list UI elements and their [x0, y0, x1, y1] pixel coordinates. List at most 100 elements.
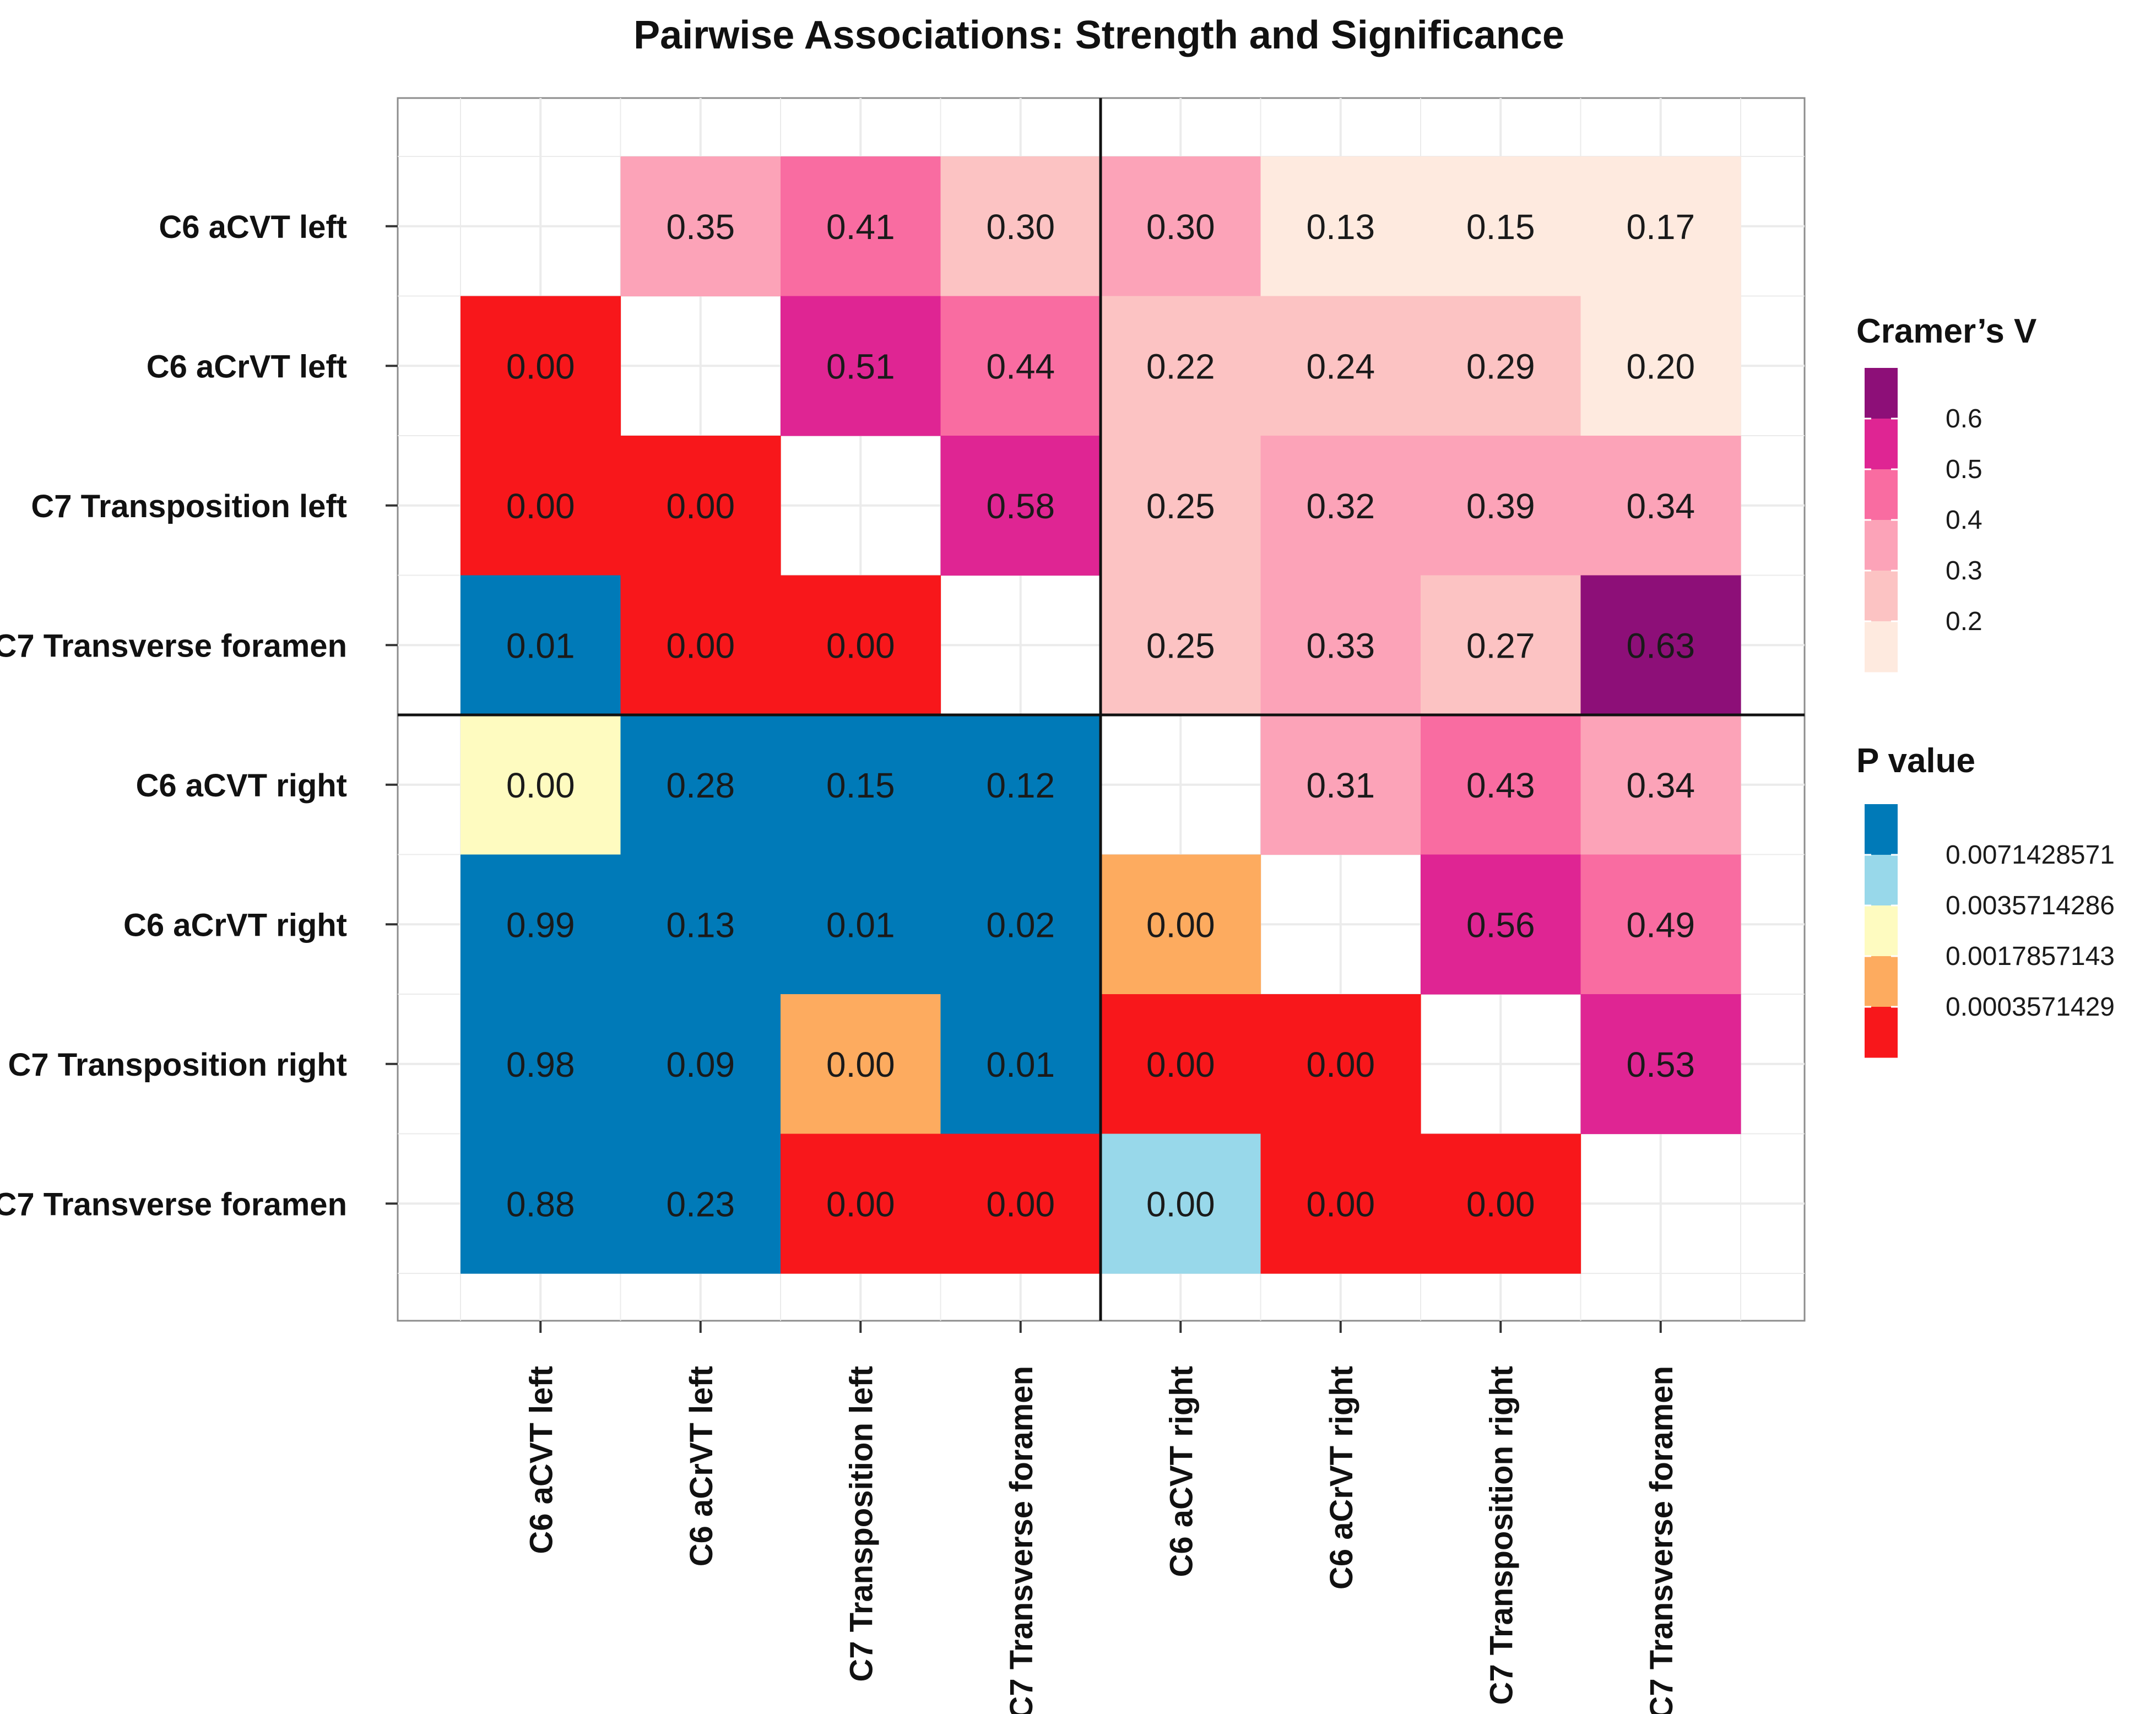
heatmap-cell — [1421, 1133, 1581, 1274]
x-tick-label: C6 aCVT left — [523, 1366, 559, 1554]
cell-label: 0.31 — [1306, 766, 1375, 805]
legend-label: 0.5 — [1946, 455, 1982, 484]
cell-label: 0.00 — [1146, 1184, 1215, 1224]
legend-label: 0.2 — [1946, 607, 1982, 636]
cell-label: 0.00 — [666, 626, 735, 665]
cell-label: 0.30 — [1146, 207, 1215, 247]
legend-swatch — [1865, 1007, 1898, 1058]
x-tick-label: C7 Transverse foramen — [1644, 1366, 1680, 1714]
heatmap-cell — [1101, 296, 1261, 436]
legend-swatch — [1865, 520, 1898, 571]
cell-label: 0.25 — [1146, 486, 1215, 526]
cell-label: 0.30 — [986, 207, 1055, 247]
y-tick-label: C7 Transverse foramen — [0, 628, 347, 664]
heatmap-cell — [940, 994, 1101, 1135]
cell-label: 0.44 — [986, 346, 1055, 386]
cell-label: 0.53 — [1626, 1045, 1695, 1084]
heatmap-cell — [461, 436, 621, 576]
heatmap-cell — [1101, 575, 1261, 715]
cell-label: 0.49 — [1626, 905, 1695, 945]
cell-label: 0.00 — [506, 486, 575, 526]
heatmap-cell — [461, 994, 621, 1135]
heatmap-cell — [781, 715, 941, 855]
cell-label: 0.63 — [1626, 626, 1695, 665]
heatmap-cell — [461, 854, 621, 995]
x-tick-label: C6 aCrVT left — [684, 1366, 719, 1566]
heatmap-cell — [620, 715, 781, 855]
heatmap-cell — [461, 296, 621, 436]
cell-label: 0.24 — [1306, 346, 1375, 386]
heatmap-cell — [1260, 575, 1421, 715]
heatmap-cell — [940, 1133, 1101, 1274]
cell-label: 0.51 — [826, 346, 895, 386]
cell-label: 0.58 — [986, 486, 1055, 526]
heatmap-cell — [940, 715, 1101, 855]
legend-label: 0.0003571429 — [1946, 992, 2115, 1022]
cell-label: 0.00 — [1306, 1045, 1375, 1084]
cell-label: 0.00 — [826, 626, 895, 665]
x-tick-label: C7 Transposition left — [843, 1366, 879, 1682]
legend-swatch — [1865, 956, 1898, 1007]
cell-label: 0.13 — [1306, 207, 1375, 247]
legend-swatch — [1865, 804, 1898, 855]
x-tick-label: C6 aCrVT right — [1324, 1366, 1359, 1590]
legend-title: Cramer’s V — [1856, 312, 2036, 350]
y-tick-label: C6 aCrVT left — [147, 349, 347, 384]
heatmap-cell — [1421, 854, 1581, 995]
cell-label: 0.22 — [1146, 346, 1215, 386]
legend-swatch — [1865, 469, 1898, 520]
cell-label: 0.33 — [1306, 626, 1375, 665]
cell-label: 0.13 — [666, 905, 735, 945]
heatmap-cell — [1260, 715, 1421, 855]
heatmap-cell — [781, 296, 941, 436]
y-tick-label: C6 aCrVT right — [123, 907, 347, 943]
cell-label: 0.01 — [506, 626, 575, 665]
y-tick-label: C7 Transverse foramen — [0, 1186, 347, 1222]
legend-title: P value — [1856, 742, 1975, 780]
cell-label: 0.35 — [666, 207, 735, 247]
heatmap-cell — [620, 156, 781, 297]
heatmap-cell — [1580, 156, 1741, 297]
cell-label: 0.23 — [666, 1184, 735, 1224]
cell-label: 0.12 — [986, 766, 1055, 805]
cell-label: 0.09 — [666, 1045, 735, 1084]
heatmap-cell — [461, 575, 621, 715]
legend-label: 0.0071428571 — [1946, 840, 2115, 870]
x-tick-label: C6 aCVT right — [1163, 1366, 1199, 1577]
cell-label: 0.00 — [1306, 1184, 1375, 1224]
heatmap-cell — [1260, 1133, 1421, 1274]
legend-swatch — [1865, 621, 1898, 672]
heatmap-cell — [620, 1133, 781, 1274]
cell-label: 0.17 — [1626, 207, 1695, 247]
heatmap-cell — [1580, 296, 1741, 436]
legend-swatch — [1865, 905, 1898, 957]
cell-label: 0.00 — [666, 486, 735, 526]
chart-title: Pairwise Associations: Strength and Sign… — [633, 13, 1564, 57]
cell-label: 0.20 — [1626, 346, 1695, 386]
legend-swatch — [1865, 855, 1898, 906]
heatmap-cell — [1580, 715, 1741, 855]
legend-swatch — [1865, 571, 1898, 622]
legend-swatch — [1865, 368, 1898, 419]
cell-label: 0.15 — [1466, 207, 1535, 247]
heatmap-cell — [1421, 436, 1581, 576]
cell-label: 0.01 — [826, 905, 895, 945]
cell-label: 0.25 — [1146, 626, 1215, 665]
heatmap-cell — [1260, 436, 1421, 576]
heatmap-cell — [781, 156, 941, 297]
cell-label: 0.34 — [1626, 766, 1695, 805]
y-tick-label: C6 aCVT left — [159, 209, 347, 245]
heatmap-cell — [461, 1133, 621, 1274]
heatmap-cell — [940, 296, 1101, 436]
heatmap-cell — [1260, 156, 1421, 297]
legend-label: 0.3 — [1946, 556, 1982, 585]
cell-label: 0.15 — [826, 766, 895, 805]
legend-swatch — [1865, 419, 1898, 470]
cell-label: 0.43 — [1466, 766, 1535, 805]
heatmap-cell — [1580, 575, 1741, 715]
cell-label: 0.00 — [1146, 905, 1215, 945]
cell-label: 0.56 — [1466, 905, 1535, 945]
heatmap-cell — [620, 436, 781, 576]
heatmap-cell — [1260, 994, 1421, 1135]
